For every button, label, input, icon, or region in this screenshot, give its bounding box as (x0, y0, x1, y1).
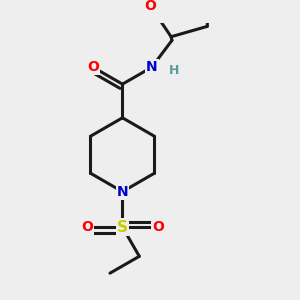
Text: N: N (146, 60, 158, 74)
Text: S: S (117, 220, 128, 235)
Text: N: N (117, 185, 128, 199)
Text: O: O (144, 0, 156, 13)
Text: O: O (87, 60, 99, 74)
Text: H: H (169, 64, 179, 77)
Text: O: O (81, 220, 93, 234)
Text: O: O (152, 220, 164, 234)
